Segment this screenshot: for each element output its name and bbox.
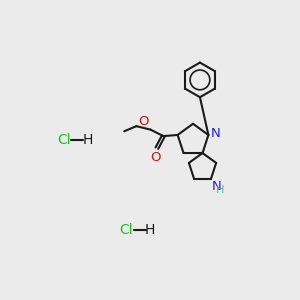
Text: Cl: Cl [57,133,70,147]
Text: O: O [150,152,161,164]
Text: H: H [216,185,224,195]
Text: H: H [83,133,93,147]
Text: Cl: Cl [119,223,133,237]
Text: N: N [211,127,221,140]
Text: O: O [138,116,148,128]
Text: N: N [212,180,222,193]
Text: H: H [145,223,155,237]
